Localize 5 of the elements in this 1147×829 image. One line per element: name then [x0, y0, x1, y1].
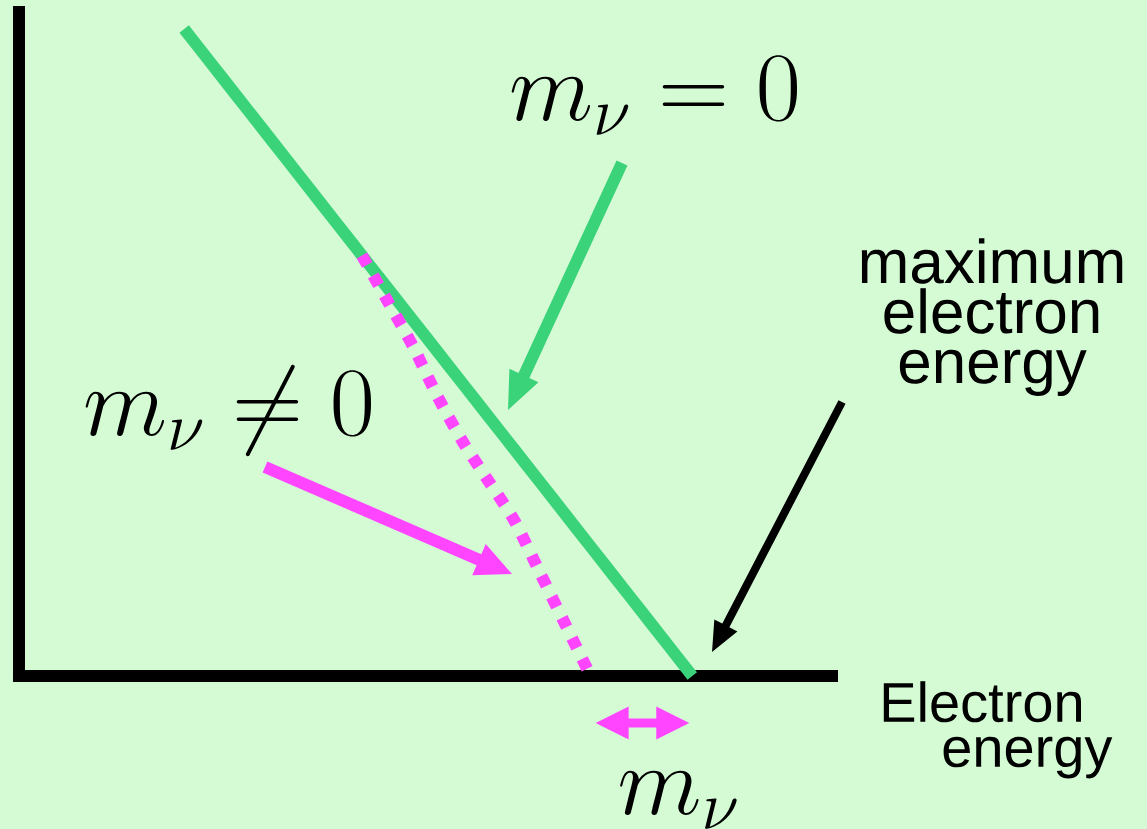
- annotation: $m_\nu = 0$: [511, 55, 797, 135]
- x-axis-title: Electron energy: [883, 681, 1113, 779]
- text: maximum electron energy: [861, 238, 1123, 396]
- annotation: $m_\nu \neq 0$: [85, 364, 371, 457]
- text: $m_\nu$: [620, 770, 737, 829]
